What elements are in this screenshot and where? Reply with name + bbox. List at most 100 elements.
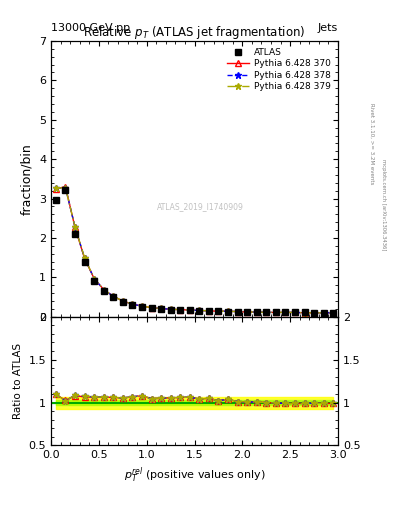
ATLAS <box>73 231 77 237</box>
Pythia 6.428 378 <box>111 293 116 300</box>
Pythia 6.428 378 <box>187 307 192 313</box>
Y-axis label: Ratio to ATLAS: Ratio to ATLAS <box>13 343 23 419</box>
ATLAS <box>149 305 154 311</box>
Pythia 6.428 378 <box>168 306 173 312</box>
Y-axis label: fraction/bin: fraction/bin <box>20 143 33 215</box>
Pythia 6.428 379 <box>254 309 259 315</box>
ATLAS <box>197 308 202 314</box>
Pythia 6.428 370 <box>63 184 68 190</box>
Pythia 6.428 378 <box>302 310 307 316</box>
ATLAS <box>168 307 173 313</box>
Pythia 6.428 379 <box>130 301 135 307</box>
ATLAS <box>63 187 68 193</box>
Pythia 6.428 379 <box>283 309 288 315</box>
Pythia 6.428 370 <box>82 255 87 262</box>
Pythia 6.428 370 <box>207 308 211 314</box>
Pythia 6.428 379 <box>53 185 58 191</box>
Pythia 6.428 370 <box>111 293 116 300</box>
ATLAS <box>120 298 125 305</box>
Pythia 6.428 370 <box>159 305 163 311</box>
Pythia 6.428 378 <box>53 185 58 191</box>
ATLAS <box>264 309 269 315</box>
Pythia 6.428 378 <box>178 307 183 313</box>
Pythia 6.428 379 <box>187 307 192 313</box>
Pythia 6.428 378 <box>264 309 269 315</box>
Pythia 6.428 379 <box>235 309 240 315</box>
Line: Pythia 6.428 370: Pythia 6.428 370 <box>53 184 336 315</box>
Pythia 6.428 378 <box>321 310 326 316</box>
Line: Pythia 6.428 379: Pythia 6.428 379 <box>52 184 337 316</box>
Line: ATLAS: ATLAS <box>52 186 337 316</box>
Pythia 6.428 378 <box>82 255 87 261</box>
Pythia 6.428 379 <box>159 305 163 311</box>
ATLAS <box>283 309 288 315</box>
Pythia 6.428 379 <box>149 305 154 311</box>
Pythia 6.428 378 <box>312 310 316 316</box>
Pythia 6.428 370 <box>53 186 58 192</box>
Legend: ATLAS, Pythia 6.428 370, Pythia 6.428 378, Pythia 6.428 379: ATLAS, Pythia 6.428 370, Pythia 6.428 37… <box>224 46 334 94</box>
ATLAS <box>254 309 259 315</box>
ATLAS <box>302 309 307 315</box>
Pythia 6.428 379 <box>207 308 211 314</box>
Pythia 6.428 370 <box>140 303 144 309</box>
ATLAS <box>312 310 316 316</box>
ATLAS <box>178 307 183 313</box>
Pythia 6.428 370 <box>120 298 125 304</box>
Pythia 6.428 378 <box>245 309 250 315</box>
Pythia 6.428 370 <box>168 306 173 312</box>
Text: ATLAS_2019_I1740909: ATLAS_2019_I1740909 <box>157 202 244 211</box>
ATLAS <box>245 309 250 315</box>
ATLAS <box>130 302 135 308</box>
ATLAS <box>292 309 298 315</box>
ATLAS <box>159 306 163 312</box>
ATLAS <box>216 308 221 314</box>
Pythia 6.428 370 <box>187 307 192 313</box>
ATLAS <box>187 307 192 313</box>
Pythia 6.428 370 <box>302 310 307 316</box>
Pythia 6.428 370 <box>321 310 326 316</box>
Pythia 6.428 370 <box>283 309 288 315</box>
ATLAS <box>92 278 97 284</box>
Pythia 6.428 378 <box>235 309 240 315</box>
Pythia 6.428 378 <box>159 305 163 311</box>
ATLAS <box>82 259 87 265</box>
Pythia 6.428 370 <box>149 305 154 311</box>
Pythia 6.428 379 <box>120 298 125 304</box>
Pythia 6.428 378 <box>73 224 77 230</box>
Pythia 6.428 378 <box>140 303 144 309</box>
Pythia 6.428 379 <box>331 310 336 316</box>
ATLAS <box>331 310 336 316</box>
Pythia 6.428 370 <box>226 308 230 314</box>
Pythia 6.428 379 <box>101 287 106 293</box>
Pythia 6.428 379 <box>92 275 97 282</box>
Pythia 6.428 379 <box>216 308 221 314</box>
Pythia 6.428 378 <box>254 309 259 315</box>
Title: Relative $p_T$ (ATLAS jet fragmentation): Relative $p_T$ (ATLAS jet fragmentation) <box>83 24 306 41</box>
ATLAS <box>321 310 326 316</box>
Pythia 6.428 370 <box>264 309 269 315</box>
Pythia 6.428 378 <box>274 309 278 315</box>
Pythia 6.428 379 <box>140 303 144 309</box>
Pythia 6.428 379 <box>264 309 269 315</box>
Pythia 6.428 378 <box>63 184 68 190</box>
Pythia 6.428 370 <box>254 309 259 315</box>
Pythia 6.428 370 <box>197 307 202 313</box>
Pythia 6.428 370 <box>101 287 106 293</box>
Pythia 6.428 370 <box>216 308 221 314</box>
Pythia 6.428 370 <box>130 301 135 307</box>
Pythia 6.428 370 <box>92 275 97 282</box>
Pythia 6.428 379 <box>321 310 326 316</box>
Pythia 6.428 379 <box>168 306 173 312</box>
Pythia 6.428 379 <box>292 309 298 315</box>
ATLAS <box>226 309 230 315</box>
Pythia 6.428 378 <box>283 309 288 315</box>
ATLAS <box>101 288 106 294</box>
Pythia 6.428 378 <box>101 287 106 293</box>
X-axis label: $p_{T}^{rel}$ (positive values only): $p_{T}^{rel}$ (positive values only) <box>124 466 265 485</box>
Pythia 6.428 370 <box>178 307 183 313</box>
Line: Pythia 6.428 378: Pythia 6.428 378 <box>52 184 337 316</box>
Pythia 6.428 379 <box>197 307 202 313</box>
Pythia 6.428 370 <box>312 310 316 316</box>
Pythia 6.428 378 <box>130 301 135 307</box>
Pythia 6.428 370 <box>292 309 298 315</box>
